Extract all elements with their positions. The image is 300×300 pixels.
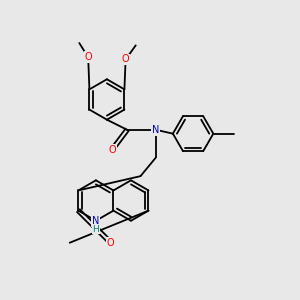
Text: N: N <box>92 216 100 226</box>
Text: O: O <box>108 145 116 155</box>
Text: N: N <box>152 125 160 135</box>
Text: O: O <box>122 54 129 64</box>
Text: O: O <box>84 52 92 62</box>
Text: O: O <box>107 238 115 248</box>
Text: H: H <box>92 225 99 234</box>
